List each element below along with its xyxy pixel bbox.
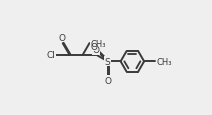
Text: S: S — [105, 57, 111, 66]
Text: O: O — [104, 76, 111, 85]
Text: O: O — [91, 42, 98, 51]
Text: CH₃: CH₃ — [156, 57, 172, 66]
Text: O: O — [59, 33, 66, 42]
Text: O: O — [93, 46, 100, 55]
Text: CH₃: CH₃ — [90, 39, 106, 48]
Text: Cl: Cl — [46, 51, 55, 60]
